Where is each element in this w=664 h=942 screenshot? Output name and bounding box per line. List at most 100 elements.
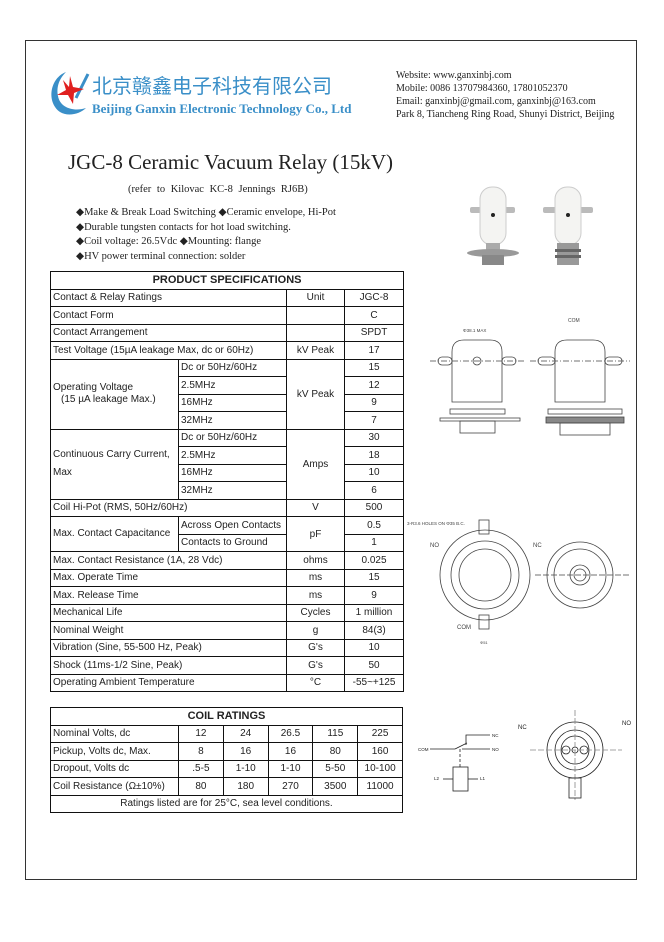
cell: 5-50 bbox=[312, 759, 359, 778]
row-value: -55~+125 bbox=[343, 673, 405, 692]
side-view-drawing: COM Φ38.1 MAX bbox=[430, 318, 630, 436]
row-unit: g bbox=[286, 621, 345, 640]
value-cell: 18 bbox=[343, 446, 405, 465]
row-label: Test Voltage (15µA leakage Max, dc or 60… bbox=[50, 341, 287, 360]
row-value: 15 bbox=[343, 568, 405, 587]
row-unit: G's bbox=[286, 656, 345, 675]
sub-cell: Contacts to Ground bbox=[178, 533, 287, 552]
sub-cell: Across Open Contacts bbox=[178, 516, 287, 535]
row-unit: ms bbox=[286, 586, 345, 605]
row-value: C bbox=[343, 306, 405, 325]
header-label: Contact & Relay Ratings bbox=[50, 288, 287, 307]
page-border bbox=[25, 40, 637, 880]
nc-label: NC bbox=[533, 543, 542, 549]
cell: 115 bbox=[312, 724, 359, 743]
cell: 10-100 bbox=[357, 759, 403, 778]
schematic-l1: L1 bbox=[480, 776, 486, 781]
row-unit: kV Peak bbox=[286, 341, 345, 360]
row-unit: G's bbox=[286, 638, 345, 657]
unit-cell: kV Peak bbox=[286, 358, 345, 430]
row-label: Max. Release Time bbox=[50, 586, 287, 605]
row-value: 10 bbox=[343, 638, 405, 657]
cell: 24 bbox=[222, 724, 269, 743]
row-label: Vibration (Sine, 55-500 Hz, Peak) bbox=[50, 638, 287, 657]
row-value: 500 bbox=[343, 498, 405, 517]
row-value: 1 million bbox=[343, 603, 405, 622]
feature-item: ◆Coil voltage: 26.5Vdc ◆Mounting: flange bbox=[76, 236, 262, 247]
product-reference: (refer to Kilovac KC-8 Jennings RJ6B) bbox=[128, 184, 308, 195]
freq-cell: 2.5MHz bbox=[178, 376, 287, 395]
website: Website: www.ganxinbj.com bbox=[396, 70, 512, 81]
unit-cell: Amps bbox=[286, 428, 345, 500]
cell: 11000 bbox=[357, 777, 403, 796]
row-unit: °C bbox=[286, 673, 345, 692]
value-cell: 6 bbox=[343, 481, 405, 500]
cell: 80 bbox=[178, 777, 224, 796]
schematic-nc: NC bbox=[492, 733, 499, 738]
bottom-view-drawing: 3-R3.6 HOLES ON Φ35 B.C. NO NC COM Φ51 bbox=[407, 519, 630, 645]
table-row: Max. Contact Resistance (1A, 28 Vdc) ohms… bbox=[50, 551, 405, 570]
row-value: 9 bbox=[343, 586, 405, 605]
schematic-no: NO bbox=[492, 747, 499, 752]
freq-cell: 2.5MHz bbox=[178, 446, 287, 465]
feature-item: ◆Durable tungsten contacts for hot load … bbox=[76, 221, 291, 233]
specs-title: PRODUCT SPECIFICATIONS bbox=[49, 271, 405, 290]
top-nc: NC bbox=[518, 725, 527, 731]
value-cell: 0.5 bbox=[343, 516, 405, 535]
table-row: Nominal Volts, dc 12 24 26.5 115 225 bbox=[50, 724, 403, 743]
label-line: Operating Voltage bbox=[53, 382, 134, 393]
value-cell: 15 bbox=[343, 358, 405, 377]
row-value: 17 bbox=[343, 341, 405, 360]
coil-title: COIL RATINGS bbox=[50, 707, 403, 726]
row-unit: ms bbox=[286, 568, 345, 587]
carry-current-label: Continuous Carry Current, Max bbox=[50, 428, 179, 500]
cell: 225 bbox=[357, 724, 403, 743]
email: Email: ganxinbj@gmail.com, ganxinbj@163.… bbox=[396, 96, 596, 107]
cell: 1-10 bbox=[267, 759, 314, 778]
row-label: Max. Operate Time bbox=[50, 568, 287, 587]
schematic-com: COM bbox=[418, 747, 429, 752]
holes-note: 3-R3.6 HOLES ON Φ35 B.C. bbox=[407, 521, 465, 526]
cell: 270 bbox=[267, 777, 314, 796]
table-row: 16MHz 10 bbox=[51, 463, 405, 482]
product-specifications-table: PRODUCT SPECIFICATIONS Contact & Relay R… bbox=[49, 271, 405, 692]
label-line: Max bbox=[53, 467, 72, 478]
table-row: Contact Arrangement SPDT bbox=[50, 323, 405, 342]
table-row: Dropout, Volts dc .5-5 1-10 1-10 5-50 10-100 bbox=[50, 759, 403, 778]
company-name-cn: 北京赣鑫电子科技有限公司 bbox=[92, 74, 332, 98]
schematic-drawing: COM NC NO L2 L1 NC NO bbox=[418, 710, 631, 800]
table-row: Pickup, Volts dc, Max. 8 16 16 80 160 bbox=[50, 742, 403, 761]
operating-voltage-label: Operating Voltage (15 µA leakage Max.) bbox=[50, 358, 179, 430]
feature-item: ◆HV power terminal connection: solder bbox=[76, 250, 246, 262]
address: Park 8, Tiancheng Ring Road, Shunyi Dist… bbox=[396, 109, 615, 120]
dim-diameter: Φ38.1 MAX bbox=[463, 328, 486, 333]
value-cell: 9 bbox=[343, 393, 405, 412]
row-value: 50 bbox=[343, 656, 405, 675]
table-row: Shock (11ms-1/2 Sine, Peak) G's 50 bbox=[50, 656, 405, 675]
freq-cell: Dc or 50Hz/60Hz bbox=[178, 358, 287, 377]
table-row: Test Voltage (15µA leakage Max, dc or 60… bbox=[50, 341, 405, 360]
row-value: 0.025 bbox=[343, 551, 405, 570]
company-logo bbox=[51, 72, 90, 115]
cell: 3500 bbox=[312, 777, 359, 796]
row-label: Shock (11ms-1/2 Sine, Peak) bbox=[50, 656, 287, 675]
feature-list: ◆Make & Break Load Switching ◆Ceramic en… bbox=[76, 206, 336, 264]
row-label: Max. Contact Resistance (1A, 28 Vdc) bbox=[50, 551, 287, 570]
cell: 1-10 bbox=[222, 759, 269, 778]
table-row: Max. Operate Time ms 15 bbox=[50, 568, 405, 587]
table-row: Max. Release Time ms 9 bbox=[50, 586, 405, 605]
label-line: (15 µA leakage Max.) bbox=[61, 394, 156, 405]
mobile: Mobile: 0086 13707984360, 17801052370 bbox=[396, 83, 568, 94]
product-title: JGC-8 Ceramic Vacuum Relay (15kV) bbox=[68, 150, 394, 174]
row-unit: Cycles bbox=[286, 603, 345, 622]
row-label: Contact Arrangement bbox=[50, 323, 287, 342]
row-label: Contact Form bbox=[50, 306, 287, 325]
value-cell: 30 bbox=[343, 428, 405, 447]
table-row: Contact Form C bbox=[50, 306, 405, 325]
row-label: Operating Ambient Temperature bbox=[50, 673, 287, 692]
cell: 26.5 bbox=[267, 724, 314, 743]
table-row: Contact & Relay Ratings Unit JGC-8 bbox=[50, 288, 405, 307]
freq-cell: Dc or 50Hz/60Hz bbox=[178, 428, 287, 447]
no-label: NO bbox=[430, 543, 439, 549]
value-cell: 1 bbox=[343, 533, 405, 552]
